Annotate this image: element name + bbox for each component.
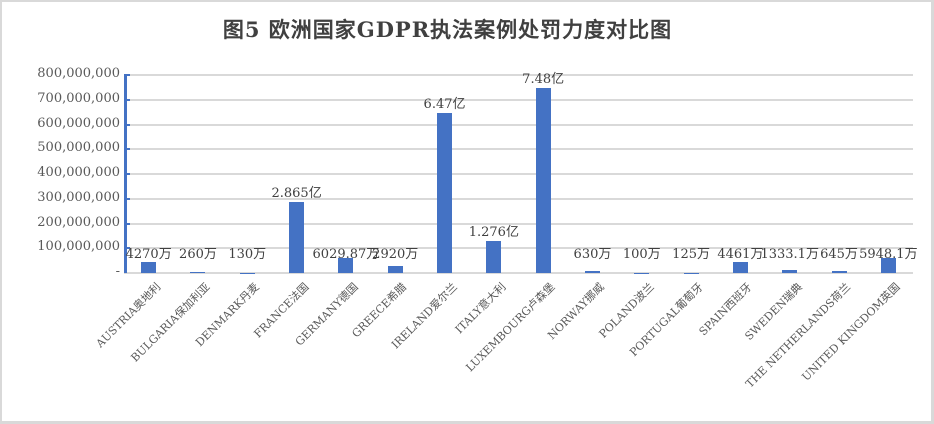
gridline — [124, 173, 913, 175]
plot-area — [124, 74, 913, 274]
y-tick — [124, 173, 130, 175]
y-tick — [124, 222, 130, 225]
data-label: 260万 — [179, 247, 217, 262]
gridline — [124, 74, 913, 76]
data-label: 645万 — [820, 247, 858, 262]
chart-title: 图5 欧洲国家GDPR执法案例处罚力度对比图 — [222, 17, 673, 42]
data-label: 6.47亿 — [423, 96, 466, 112]
gridline — [124, 148, 913, 151]
x-tick-label: UNITED KINGDOM英国 — [799, 280, 903, 384]
y-tick — [124, 247, 130, 250]
y-tick-label: 600,000,000 — [37, 115, 120, 131]
y-tick-label: 500,000,000 — [37, 140, 120, 156]
y-tick-label: 700,000,000 — [37, 90, 120, 106]
data-label: 125万 — [672, 247, 711, 262]
bar — [486, 241, 502, 273]
y-tick-label: 400,000,000 — [37, 165, 120, 180]
data-label: 6029.87万 — [312, 247, 380, 262]
data-label: 5948.1万 — [859, 247, 918, 262]
bar — [782, 269, 798, 273]
bar — [190, 272, 206, 273]
data-label: 630万 — [573, 247, 612, 262]
gridline — [124, 222, 913, 225]
gridline — [124, 247, 913, 250]
bar — [880, 258, 896, 273]
x-axis-baseline — [124, 272, 913, 274]
y-tick — [124, 74, 130, 76]
data-label: 100万 — [622, 247, 661, 262]
y-tick-label: 200,000,000 — [37, 214, 120, 230]
y-tick — [124, 148, 130, 151]
gridline — [124, 98, 913, 101]
bar — [634, 272, 650, 273]
y-tick — [124, 197, 130, 200]
bar — [338, 258, 354, 273]
bar — [584, 271, 600, 273]
y-tick — [124, 123, 130, 126]
bar — [239, 272, 255, 273]
gridline — [124, 197, 913, 200]
bar — [387, 265, 403, 273]
data-label: 4270万 — [125, 247, 172, 262]
y-tick-label: - — [115, 264, 120, 279]
data-label: 2.865亿 — [271, 186, 322, 202]
gridline — [124, 123, 913, 126]
y-tick — [124, 98, 130, 101]
data-label: 1.276亿 — [468, 225, 519, 241]
data-label: 7.48亿 — [522, 71, 565, 87]
data-label: 130万 — [228, 247, 267, 262]
x-tick-label: LUXEMBOURG卢森堡 — [463, 280, 558, 375]
data-label: 1333.1万 — [760, 247, 819, 262]
bar — [437, 112, 453, 273]
y-tick-label: 800,000,000 — [37, 66, 120, 81]
y-tick-label: 300,000,000 — [37, 189, 120, 205]
bar — [535, 87, 551, 273]
y-axis-line — [124, 75, 127, 273]
bar — [831, 271, 847, 273]
y-tick-label: 100,000,000 — [37, 239, 120, 255]
bar — [289, 202, 305, 273]
bar — [732, 261, 748, 273]
bar — [141, 262, 157, 273]
data-label: 4461万 — [717, 247, 764, 262]
data-label: 2920万 — [372, 247, 419, 262]
bar — [683, 272, 699, 273]
